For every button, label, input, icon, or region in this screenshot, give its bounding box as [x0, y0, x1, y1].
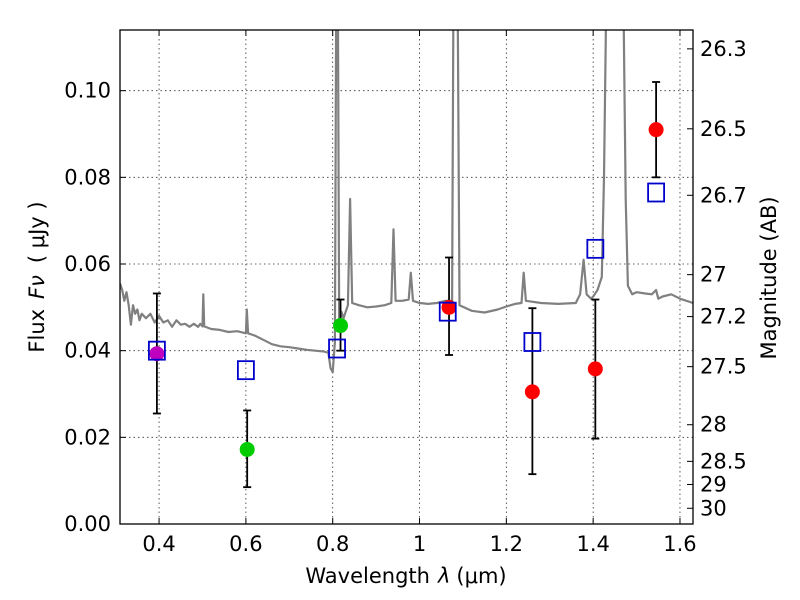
model-square — [147, 340, 166, 361]
x-tick-label: 1 — [413, 532, 426, 556]
mag-tick-label: 28.5 — [700, 449, 747, 473]
mag-tick-label: 27.5 — [700, 355, 747, 379]
mag-tick-label: 28 — [700, 413, 727, 437]
mag-tick-label: 30 — [700, 496, 727, 520]
x-axis-label: Wavelength λ (μm) — [305, 564, 506, 588]
model-square — [647, 182, 666, 203]
data-point — [239, 441, 255, 457]
y-tick-label: 0.04 — [64, 339, 111, 363]
model-square — [236, 360, 255, 381]
model-square — [523, 332, 542, 352]
y-tick-label: 0.00 — [64, 512, 111, 536]
mag-tick-label: 26.5 — [700, 117, 747, 141]
model-square — [438, 301, 457, 322]
data-point — [648, 122, 664, 138]
y-axis-label-right: Magnitude (AB) — [757, 196, 781, 359]
mag-tick-label: 29 — [700, 472, 727, 496]
x-axis-ticks: 0.4 0.6 0.8 1 1.2 1.4 1.6 — [142, 30, 697, 556]
y-axis-label-left: FluxFν( μJy ) — [25, 201, 49, 352]
x-tick-label: 1.6 — [663, 532, 696, 556]
spectrum-line — [120, 30, 693, 374]
x-tick-label: 1.4 — [576, 532, 609, 556]
data-markers — [147, 122, 666, 457]
model-spectrum — [120, 30, 693, 374]
y-tick-label: 0.10 — [64, 79, 111, 103]
grid — [120, 30, 693, 525]
model-square — [586, 238, 605, 259]
model-square — [328, 338, 346, 359]
mag-tick-label: 26.7 — [700, 183, 747, 207]
y-tick-label: 0.06 — [64, 252, 111, 276]
data-point — [333, 318, 349, 334]
data-point — [441, 299, 457, 315]
y-tick-label: 0.02 — [64, 425, 111, 449]
data-point — [587, 361, 603, 377]
x-tick-label: 0.8 — [316, 532, 349, 556]
mag-tick-label: 27 — [700, 263, 727, 287]
y-tick-label: 0.08 — [64, 165, 111, 189]
plot-frame — [119, 29, 694, 525]
y-axis-ticks: 0.00 0.02 0.04 0.06 0.08 0.10 — [64, 79, 126, 536]
data-point — [149, 346, 165, 362]
error-bars — [152, 81, 661, 489]
x-tick-label: 0.4 — [142, 532, 175, 556]
x-tick-label: 0.6 — [229, 532, 262, 556]
mag-tick-label: 27.2 — [700, 305, 747, 329]
x-tick-label: 1.2 — [490, 532, 523, 556]
data-point — [524, 384, 540, 400]
mag-tick-label: 26.3 — [700, 37, 747, 61]
